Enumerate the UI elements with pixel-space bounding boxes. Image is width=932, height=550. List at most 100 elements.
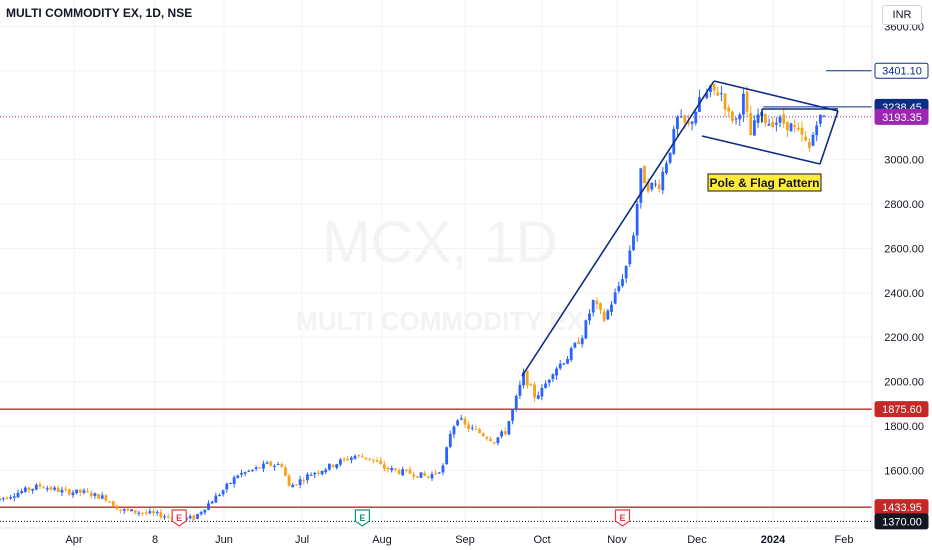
price-label: 3193.35 (882, 112, 922, 124)
candle-body (111, 501, 115, 507)
watermark-name: MULTI COMMODITY EX (296, 306, 585, 336)
pole-line (521, 80, 715, 377)
annotation-box (707, 173, 822, 192)
candle-body (382, 464, 386, 469)
candle-body (547, 379, 551, 383)
candle-body (67, 489, 71, 495)
candle-body (584, 320, 588, 339)
x-tick-label: 2024 (761, 534, 786, 546)
x-tick-label: Sep (455, 534, 475, 546)
candle-body (240, 472, 243, 475)
candle-body (335, 464, 339, 468)
candle-body (412, 474, 416, 477)
candle-body (390, 467, 394, 471)
candle-body (214, 495, 218, 503)
candle-body (64, 488, 68, 490)
candle-body (302, 480, 306, 482)
candle-body (232, 477, 236, 484)
candle-body (338, 459, 342, 465)
candle-body (467, 424, 471, 429)
candle-body (207, 503, 210, 510)
candle-body (573, 343, 577, 348)
candle-body (423, 473, 427, 476)
candle-body (650, 182, 654, 190)
candle-body (716, 92, 720, 96)
candle-body (643, 166, 646, 184)
candle-body (75, 489, 79, 494)
candle-body (774, 122, 778, 125)
candle-body (474, 428, 478, 430)
candle-body (511, 409, 514, 421)
candle-body (60, 489, 64, 493)
candle-body (602, 311, 606, 321)
candle-body (148, 511, 152, 514)
candle-body (364, 457, 368, 459)
candle-body (445, 447, 449, 465)
candle-body (1, 498, 5, 500)
candle-body (434, 472, 438, 474)
candle-body (254, 467, 258, 470)
earnings-marker-label: E (359, 513, 365, 523)
x-tick-label: Aug (372, 534, 392, 546)
pattern-annotation: Pole & Flag Pattern (707, 173, 822, 192)
candle-body (360, 456, 364, 458)
candle-body (782, 114, 786, 124)
candle-body (668, 152, 672, 163)
candle-body (353, 455, 357, 459)
candle-body (481, 433, 485, 437)
candle-body (749, 113, 753, 136)
y-tick-label: 2400.00 (884, 288, 924, 300)
candle-body (155, 512, 159, 514)
candle-body (199, 512, 203, 515)
candle-body (397, 470, 401, 474)
x-tick-label: 8 (152, 534, 158, 546)
candle-body (767, 123, 771, 126)
candle-body (349, 457, 353, 460)
candle-body (163, 516, 166, 518)
candle-body (437, 472, 441, 474)
candle-body (419, 472, 423, 478)
candle-body (122, 509, 126, 511)
candle-body (320, 471, 324, 475)
candle-body (456, 420, 460, 426)
candle-body (269, 461, 273, 466)
candle-body (796, 127, 800, 130)
candle-body (196, 514, 199, 519)
candle-body (408, 469, 412, 474)
candle-body (522, 372, 525, 386)
candle-body (665, 163, 668, 174)
candle-body (86, 491, 89, 493)
candle-body (818, 114, 822, 124)
candle-body (346, 459, 350, 461)
candle-body (569, 348, 573, 360)
candle-body (78, 489, 82, 493)
candle-body (49, 487, 53, 490)
price-label: 3401.10 (882, 66, 922, 78)
candle-body (100, 495, 104, 499)
candle-body (262, 463, 265, 469)
y-tick-label: 2000.00 (884, 377, 924, 389)
candle-body (815, 125, 819, 136)
earnings-marker: E (354, 509, 370, 527)
candle-body (273, 465, 276, 467)
candle-body (804, 136, 808, 141)
candle-body (558, 363, 562, 369)
candle-body (152, 511, 155, 514)
candle-body (459, 418, 463, 420)
candle-body (492, 442, 496, 444)
candle-body (324, 469, 328, 473)
x-axis[interactable]: Apr 8 Jun Jul Aug Sep Oct Nov Dec 2024 Feb (65, 534, 853, 546)
candle-body (763, 114, 767, 124)
candle-body (247, 470, 251, 472)
candle-body (141, 512, 144, 514)
candle-body (778, 116, 782, 123)
candle-body (426, 476, 430, 478)
candle-body (723, 93, 727, 110)
candle-body (89, 492, 93, 497)
candle-body (221, 490, 225, 495)
candle-body (657, 184, 661, 190)
currency-button[interactable]: INR (882, 5, 922, 25)
candle-body (401, 469, 405, 476)
price-label: 1433.95 (882, 502, 922, 514)
